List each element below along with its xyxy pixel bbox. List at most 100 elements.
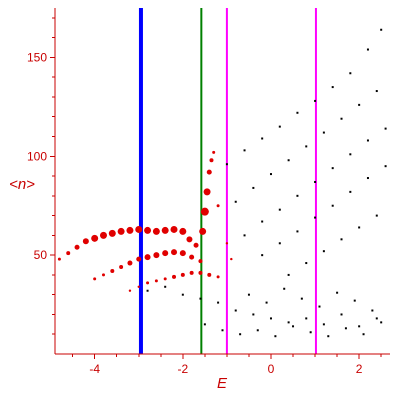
axes: [54, 8, 390, 355]
point-s4-58: [239, 333, 242, 336]
point-s1-0: [93, 277, 97, 281]
point-s1-9: [171, 249, 178, 256]
point-s4-2: [261, 137, 264, 140]
point-s2-10: [216, 275, 220, 279]
point-s4-32: [331, 204, 334, 207]
point-s4-66: [380, 321, 383, 324]
point-s1-1: [101, 273, 105, 277]
point-s3-1: [200, 207, 209, 216]
point-s0-6: [108, 229, 116, 237]
point-s4-62: [309, 331, 312, 334]
point-s4-8: [366, 48, 369, 51]
point-s0-0: [57, 257, 61, 261]
point-s4-3: [278, 125, 281, 128]
point-s0-3: [82, 238, 89, 245]
point-s2-8: [198, 270, 203, 275]
point-s3-7: [225, 242, 229, 245]
point-s4-45: [199, 297, 202, 300]
point-s4-10: [234, 200, 237, 203]
point-s4-69: [283, 287, 286, 290]
point-s3-4: [209, 158, 214, 163]
point-s4-46: [217, 301, 220, 304]
point-s4-20: [261, 220, 264, 223]
point-s4-39: [340, 238, 343, 241]
point-s4-5: [314, 99, 317, 102]
point-s2-7: [189, 270, 194, 275]
point-s0-16: [193, 242, 199, 248]
point-s4-71: [318, 305, 321, 308]
point-s3-3: [206, 169, 212, 175]
point-s4-67: [247, 293, 250, 296]
point-s4-55: [375, 317, 378, 320]
point-s4-63: [327, 335, 330, 338]
x-axis-title: E: [217, 375, 228, 392]
point-s4-47: [234, 309, 237, 312]
point-s4-40: [358, 226, 361, 229]
x-ticks: -4 -2 0 2: [72, 354, 382, 376]
point-s4-35: [384, 165, 387, 168]
point-s4-73: [353, 299, 356, 302]
point-s0-14: [179, 227, 187, 235]
data-points: [57, 28, 387, 338]
point-s1-2: [110, 268, 115, 273]
point-s4-30: [296, 230, 299, 233]
y-tick-label: 150: [27, 50, 47, 64]
point-s4-31: [314, 216, 317, 219]
point-s4-54: [358, 325, 361, 328]
point-s2-1: [137, 285, 140, 288]
point-s4-24: [331, 167, 334, 170]
point-s4-50: [287, 321, 290, 324]
point-s4-7: [349, 72, 352, 75]
point-s4-23: [314, 180, 317, 183]
point-s0-12: [161, 226, 169, 234]
point-s4-6: [331, 86, 334, 89]
point-s4-41: [375, 214, 378, 217]
point-s0-5: [99, 231, 107, 239]
x-tick-label: -4: [89, 362, 100, 376]
point-s4-61: [292, 325, 295, 328]
vertical-lines: [138, 8, 317, 354]
y-axis-title: <n>: [9, 176, 35, 193]
point-s2-9: [207, 272, 212, 277]
point-s0-2: [74, 244, 80, 250]
point-s2-5: [172, 274, 177, 279]
point-s4-17: [358, 103, 361, 106]
point-s0-8: [126, 226, 134, 234]
point-s4-18: [375, 90, 378, 93]
point-s1-8: [162, 250, 169, 257]
point-s0-4: [91, 234, 99, 242]
point-s4-56: [203, 323, 206, 326]
point-s4-9: [380, 28, 383, 31]
point-s4-42: [146, 289, 149, 292]
point-s4-12: [269, 173, 272, 176]
point-s4-28: [261, 254, 264, 257]
point-s3-2: [203, 188, 211, 196]
point-s1-12: [198, 259, 203, 264]
point-s4-4: [296, 111, 299, 114]
y-ticks: 50 100 150: [27, 17, 55, 335]
point-s0-1: [66, 251, 71, 256]
point-s0-9: [135, 225, 143, 233]
point-s0-15: [186, 236, 193, 243]
point-s4-52: [322, 323, 325, 326]
point-s2-2: [146, 281, 150, 285]
point-s4-37: [305, 262, 308, 265]
point-s3-5: [212, 150, 216, 154]
point-s4-25: [349, 153, 352, 156]
point-s4-65: [362, 333, 365, 336]
point-s4-60: [274, 335, 277, 338]
point-s0-10: [144, 226, 152, 234]
point-s4-43: [164, 285, 167, 288]
x-tick-label: 0: [268, 362, 275, 376]
point-s3-6: [216, 204, 220, 208]
point-s4-36: [287, 273, 290, 276]
point-s2-3: [154, 279, 158, 283]
point-s3-0: [199, 227, 207, 235]
point-s4-38: [322, 250, 325, 253]
point-s4-15: [322, 131, 325, 134]
point-s4-68: [265, 301, 268, 304]
point-s2-0: [128, 289, 132, 292]
point-s4-19: [243, 234, 246, 237]
point-s4-22: [296, 194, 299, 197]
